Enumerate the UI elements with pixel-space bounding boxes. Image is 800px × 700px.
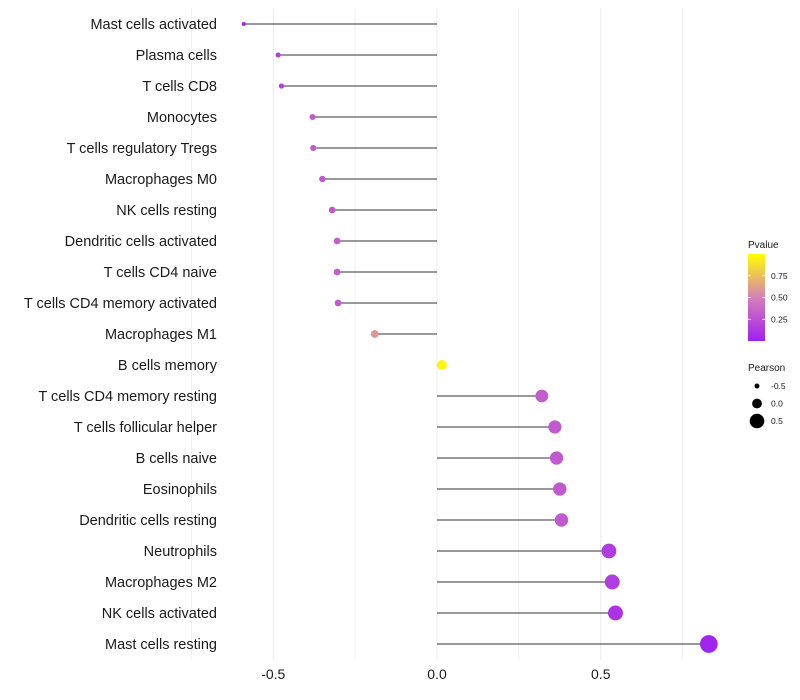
dot-10 bbox=[370, 330, 379, 338]
category-label: Eosinophils bbox=[143, 482, 217, 498]
category-label: Macrophages M2 bbox=[105, 575, 217, 591]
category-label: Neutrophils bbox=[144, 544, 217, 560]
pvalue-colorbar bbox=[748, 254, 765, 341]
pearson-size-label: -0.5 bbox=[771, 381, 786, 391]
pearson-size-keys: -0.5 0.0 0.5 bbox=[749, 381, 786, 429]
x-tick-label: 0.5 bbox=[591, 666, 611, 682]
dot-9 bbox=[334, 299, 342, 307]
colorbar-tick-label: 0.25 bbox=[771, 314, 788, 324]
category-label: NK cells resting bbox=[116, 203, 217, 219]
x-axis-tick-labels: -0.5 0.0 0.5 bbox=[261, 666, 611, 682]
dot-4 bbox=[310, 144, 317, 152]
category-label: T cells CD4 memory resting bbox=[38, 389, 217, 405]
category-label: Mast cells activated bbox=[90, 17, 217, 33]
category-label: Monocytes bbox=[147, 110, 217, 126]
pvalue-colorbar-ticks: 0.75 0.50 0.25 bbox=[748, 271, 788, 324]
pearson-size-dot bbox=[752, 398, 762, 409]
pearson-size-dot bbox=[754, 383, 760, 389]
category-label: T cells follicular helper bbox=[74, 420, 217, 436]
category-label: Dendritic cells resting bbox=[79, 513, 217, 529]
dot-15 bbox=[553, 482, 567, 496]
category-label: Macrophages M1 bbox=[105, 327, 217, 343]
pearson-size-label: 0.0 bbox=[771, 399, 783, 409]
category-label: T cells CD4 naive bbox=[104, 265, 217, 281]
dot-7 bbox=[333, 237, 341, 245]
pearson-size-dot bbox=[749, 413, 765, 429]
category-label: B cells naive bbox=[136, 451, 217, 467]
dot-1 bbox=[275, 52, 281, 58]
dot-6 bbox=[328, 206, 336, 214]
pearson-legend: Pearson -0.5 0.0 0.5 bbox=[748, 363, 786, 429]
dot-8 bbox=[333, 268, 341, 276]
dot-16 bbox=[554, 513, 569, 527]
y-axis-category-labels: Mast cells activated Plasma cells T cells … bbox=[24, 17, 218, 653]
dot-17 bbox=[601, 543, 617, 559]
pvalue-legend: Pvalue 0.75 0.50 0.25 bbox=[748, 240, 788, 341]
pvalue-legend-title: Pvalue bbox=[748, 240, 779, 251]
dot-12 bbox=[535, 389, 549, 403]
dot-5 bbox=[319, 175, 326, 183]
dot-13 bbox=[548, 420, 562, 434]
dot-18 bbox=[604, 574, 620, 590]
colorbar-tick-label: 0.75 bbox=[771, 271, 788, 281]
category-label: T cells CD4 memory activated bbox=[24, 296, 217, 312]
x-tick-label: 0.0 bbox=[427, 666, 447, 682]
category-label: B cells memory bbox=[118, 358, 218, 374]
category-label: Macrophages M0 bbox=[105, 172, 217, 188]
dot-20 bbox=[699, 635, 718, 653]
pearson-legend-title: Pearson bbox=[748, 363, 785, 374]
category-label: T cells regulatory Tregs bbox=[67, 141, 217, 157]
colorbar-tick-label: 0.50 bbox=[771, 293, 788, 303]
dot-0 bbox=[241, 21, 246, 27]
x-tick-label: -0.5 bbox=[261, 666, 285, 682]
category-label: Plasma cells bbox=[136, 48, 217, 64]
dot-19 bbox=[607, 605, 623, 621]
category-label: Mast cells resting bbox=[105, 637, 217, 653]
dot-14 bbox=[549, 451, 564, 465]
category-label: T cells CD8 bbox=[142, 79, 217, 95]
lollipop-dots bbox=[241, 21, 718, 653]
dot-2 bbox=[278, 83, 285, 89]
category-label: NK cells activated bbox=[102, 606, 217, 622]
pearson-size-label: 0.5 bbox=[771, 416, 783, 426]
dot-11 bbox=[436, 360, 447, 370]
lollipop-stems bbox=[243, 23, 709, 645]
category-label: Dendritic cells activated bbox=[65, 234, 217, 250]
dot-3 bbox=[309, 113, 316, 121]
